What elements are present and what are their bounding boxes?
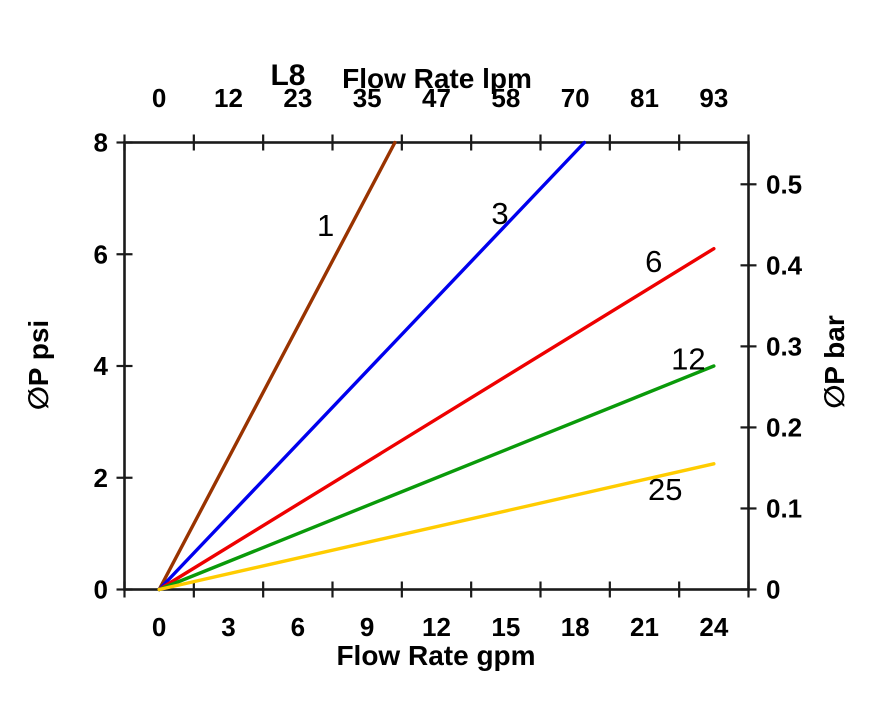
bottom-tick-label: 24 bbox=[699, 612, 728, 642]
bottom-axis-title: Flow Rate gpm bbox=[336, 640, 535, 671]
top-tick-label: 58 bbox=[491, 83, 520, 113]
top-axis-title: Flow Rate lpm bbox=[342, 63, 532, 94]
right-tick-label: 0.2 bbox=[766, 412, 802, 442]
series-layer: 1 3 6 12 25 bbox=[157, 140, 716, 592]
right-tick-label: 0 bbox=[766, 575, 780, 605]
top-tick-label: 0 bbox=[152, 83, 166, 113]
chart-title: L8 bbox=[270, 59, 305, 92]
left-axis-title: ∅P psi bbox=[23, 320, 54, 410]
right-tick-label: 0.1 bbox=[766, 493, 802, 523]
left-tick-label: 0 bbox=[94, 575, 108, 605]
bottom-tick-label: 0 bbox=[152, 612, 166, 642]
right-tick-label: 0.5 bbox=[766, 169, 802, 199]
right-tick-label: 0.4 bbox=[766, 250, 803, 280]
right-axis-title: ∅P bar bbox=[819, 315, 850, 409]
axes-layer: 0 3 6 9 12 15 18 21 240 12 23 35 47 58 70 81 930246800.1… bbox=[94, 83, 803, 642]
series-label-6: 6 bbox=[645, 244, 662, 279]
top-tick-label: 81 bbox=[630, 83, 659, 113]
top-tick-label: 12 bbox=[214, 83, 243, 113]
series-label-1: 1 bbox=[317, 208, 334, 243]
series-line-1 bbox=[157, 140, 397, 592]
top-tick-label: 70 bbox=[561, 83, 590, 113]
bottom-tick-label: 9 bbox=[360, 612, 374, 642]
series-line-25 bbox=[157, 462, 716, 592]
left-tick-label: 6 bbox=[94, 239, 108, 269]
left-tick-label: 4 bbox=[94, 351, 109, 381]
series-line-6 bbox=[157, 246, 716, 592]
bottom-tick-label: 3 bbox=[221, 612, 235, 642]
left-tick-label: 8 bbox=[94, 128, 108, 158]
right-tick-label: 0.3 bbox=[766, 331, 802, 361]
plot-border bbox=[123, 141, 750, 591]
bottom-tick-label: 15 bbox=[491, 612, 520, 642]
bottom-tick-label: 6 bbox=[291, 612, 305, 642]
series-line-3 bbox=[157, 140, 587, 592]
bottom-tick-label: 18 bbox=[561, 612, 590, 642]
series-label-25: 25 bbox=[648, 472, 682, 507]
top-tick-label: 47 bbox=[422, 83, 451, 113]
top-tick-label: 35 bbox=[353, 83, 382, 113]
series-label-12: 12 bbox=[671, 342, 705, 377]
top-tick-label: 23 bbox=[283, 83, 312, 113]
bottom-tick-label: 21 bbox=[630, 612, 659, 642]
left-tick-label: 2 bbox=[94, 463, 108, 493]
bottom-tick-label: 12 bbox=[422, 612, 451, 642]
series-label-3: 3 bbox=[491, 196, 508, 231]
top-tick-label: 93 bbox=[699, 83, 728, 113]
series-line-12 bbox=[157, 364, 716, 592]
